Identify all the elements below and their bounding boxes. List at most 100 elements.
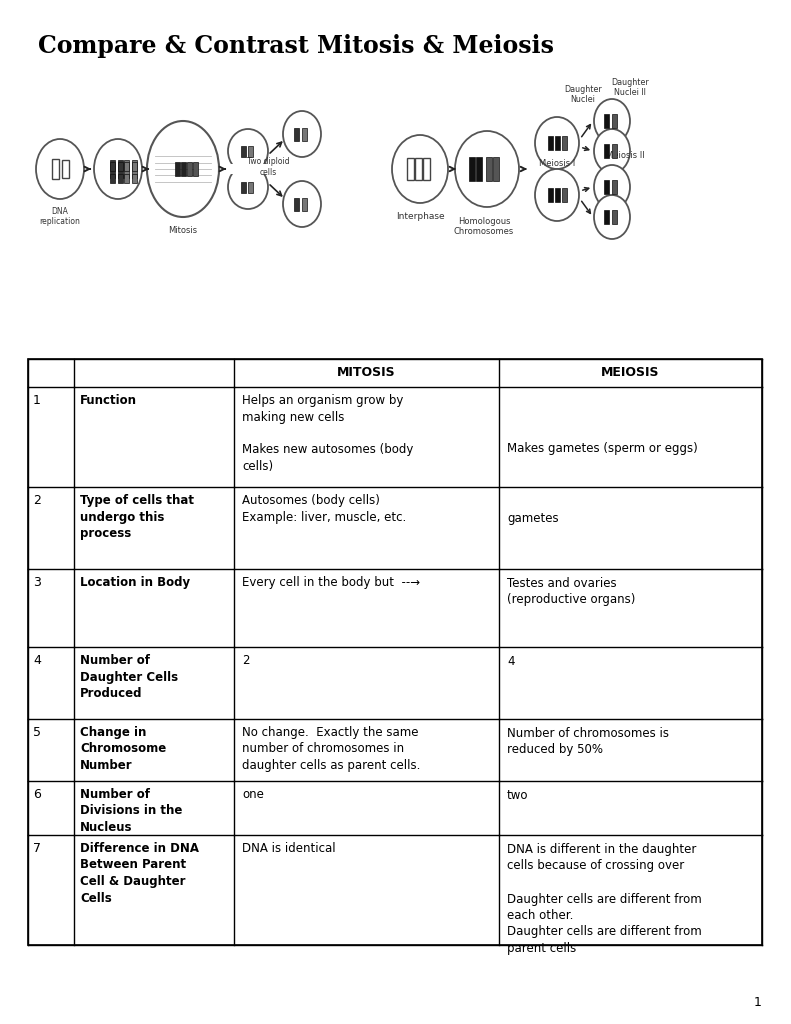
Bar — [109, 173, 115, 182]
Ellipse shape — [455, 131, 519, 207]
Text: Helps an organism grow by
making new cells

Makes new autosomes (body
cells): Helps an organism grow by making new cel… — [242, 394, 414, 473]
Bar — [123, 160, 128, 178]
Ellipse shape — [594, 195, 630, 239]
Text: 2: 2 — [33, 494, 41, 507]
Bar — [611, 210, 616, 224]
Text: Number of
Daughter Cells
Produced: Number of Daughter Cells Produced — [80, 654, 178, 700]
Ellipse shape — [94, 139, 142, 199]
Bar — [604, 114, 608, 128]
Bar — [175, 162, 180, 176]
Bar — [547, 136, 552, 150]
Text: 4: 4 — [507, 655, 514, 668]
Bar — [51, 159, 59, 179]
Text: Change in
Chromosome
Number: Change in Chromosome Number — [80, 726, 166, 772]
Ellipse shape — [535, 169, 579, 221]
Bar — [240, 145, 245, 157]
Bar — [123, 173, 128, 182]
Bar — [414, 158, 422, 180]
Bar — [131, 160, 137, 178]
Ellipse shape — [228, 129, 268, 173]
Text: Makes gametes (sperm or eggs): Makes gametes (sperm or eggs) — [507, 442, 698, 455]
Text: Mitosis: Mitosis — [168, 226, 198, 234]
Text: MITOSIS: MITOSIS — [337, 367, 396, 380]
Text: DNA
replication: DNA replication — [40, 207, 81, 226]
Bar — [611, 114, 616, 128]
Bar — [230, 164, 266, 174]
Bar — [469, 157, 475, 181]
Text: 5: 5 — [33, 726, 41, 739]
Bar — [248, 181, 252, 193]
Bar — [240, 181, 245, 193]
Text: Homologous
Chromosomes: Homologous Chromosomes — [454, 217, 514, 237]
Bar — [604, 144, 608, 158]
Ellipse shape — [283, 111, 321, 157]
Text: DNA is different in the daughter
cells because of crossing over

Daughter cells : DNA is different in the daughter cells b… — [507, 843, 702, 955]
Bar — [562, 188, 566, 202]
Bar — [301, 198, 306, 211]
Text: DNA is identical: DNA is identical — [242, 842, 335, 855]
Text: gametes: gametes — [507, 512, 558, 525]
Bar — [476, 157, 482, 181]
Text: 6: 6 — [33, 788, 41, 801]
Text: Number of chromosomes is
reduced by 50%: Number of chromosomes is reduced by 50% — [507, 727, 669, 757]
Bar — [604, 210, 608, 224]
Bar — [28, 359, 762, 945]
Text: one: one — [242, 788, 264, 801]
Text: MEIOSIS: MEIOSIS — [601, 367, 660, 380]
Text: No change.  Exactly the same
number of chromosomes in
daughter cells as parent c: No change. Exactly the same number of ch… — [242, 726, 420, 772]
Bar — [293, 198, 298, 211]
Text: Location in Body: Location in Body — [80, 575, 190, 589]
Bar — [547, 188, 552, 202]
Text: Function: Function — [80, 394, 137, 407]
Bar — [109, 162, 115, 171]
Ellipse shape — [228, 165, 268, 209]
Ellipse shape — [147, 121, 219, 217]
Ellipse shape — [283, 181, 321, 227]
Bar — [554, 136, 559, 150]
Text: Compare & Contrast Mitosis & Meiosis: Compare & Contrast Mitosis & Meiosis — [38, 34, 554, 58]
Bar — [187, 162, 191, 176]
Text: Difference in DNA
Between Parent
Cell & Daughter
Cells: Difference in DNA Between Parent Cell & … — [80, 842, 199, 904]
Bar — [109, 166, 137, 172]
Bar — [62, 160, 69, 178]
Bar — [118, 162, 123, 171]
Text: Autosomes (body cells)
Example: liver, muscle, etc.: Autosomes (body cells) Example: liver, m… — [242, 494, 407, 523]
Text: 7: 7 — [33, 842, 41, 855]
Ellipse shape — [535, 117, 579, 169]
Text: Type of cells that
undergo this
process: Type of cells that undergo this process — [80, 494, 194, 540]
Bar — [486, 157, 492, 181]
Text: 1: 1 — [33, 394, 41, 407]
Text: Number of
Divisions in the
Nucleus: Number of Divisions in the Nucleus — [80, 788, 183, 834]
Bar — [123, 162, 128, 171]
Bar — [109, 160, 115, 178]
Text: 3: 3 — [33, 575, 41, 589]
Bar — [131, 162, 137, 171]
Text: Meiosis I: Meiosis I — [539, 160, 575, 169]
Text: 4: 4 — [33, 654, 41, 667]
Ellipse shape — [594, 99, 630, 143]
Bar — [301, 128, 306, 140]
Ellipse shape — [36, 139, 84, 199]
Bar — [293, 128, 298, 140]
Text: Daughter
Nuclei II: Daughter Nuclei II — [611, 78, 649, 97]
Text: two: two — [507, 790, 528, 802]
Text: Two diploid
cells: Two diploid cells — [247, 158, 290, 177]
Bar — [604, 180, 608, 194]
Bar — [118, 160, 123, 178]
Text: Every cell in the body but  --→: Every cell in the body but --→ — [242, 575, 420, 589]
Bar — [611, 180, 616, 194]
Text: 2: 2 — [242, 654, 249, 667]
Bar — [407, 158, 414, 180]
Ellipse shape — [392, 135, 448, 203]
Bar — [493, 157, 499, 181]
Text: Interphase: Interphase — [396, 212, 445, 221]
Bar — [554, 188, 559, 202]
Bar — [192, 162, 198, 176]
Text: Testes and ovaries
(reproductive organs): Testes and ovaries (reproductive organs) — [507, 577, 635, 606]
Bar — [180, 162, 186, 176]
Bar — [562, 136, 566, 150]
Ellipse shape — [594, 165, 630, 209]
Bar — [611, 144, 616, 158]
Text: Daughter
Nuclei: Daughter Nuclei — [564, 85, 602, 104]
Ellipse shape — [594, 129, 630, 173]
